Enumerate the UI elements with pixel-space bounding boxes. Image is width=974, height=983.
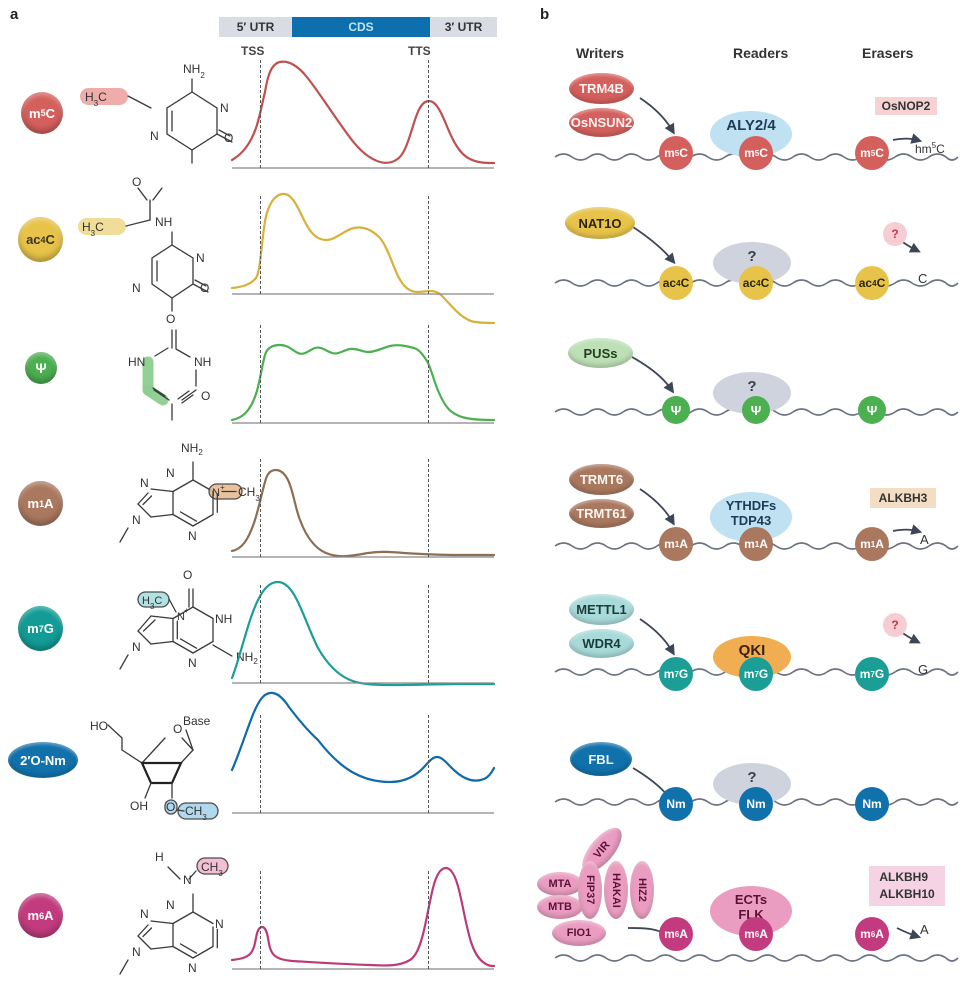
svg-text:N: N — [188, 961, 197, 975]
svg-text:O: O — [183, 568, 192, 582]
svg-text:NH: NH — [155, 215, 172, 229]
svg-text:NH2: NH2 — [183, 62, 205, 80]
svg-text:Base: Base — [183, 714, 211, 728]
svg-text:N: N — [140, 476, 149, 490]
svg-text:CH3: CH3 — [238, 485, 260, 503]
svg-text:HO: HO — [90, 719, 108, 733]
svg-text:O: O — [166, 800, 175, 814]
svg-text:O: O — [201, 389, 210, 403]
svg-text:N: N — [150, 129, 159, 143]
svg-text:O: O — [132, 175, 141, 189]
svg-text:HN: HN — [128, 355, 145, 369]
svg-text:N: N — [132, 281, 141, 295]
svg-text:NH: NH — [194, 355, 211, 369]
svg-text:NH2: NH2 — [181, 441, 203, 457]
svg-text:+: + — [220, 483, 225, 492]
svg-text:OH: OH — [130, 799, 148, 813]
svg-text:N: N — [196, 251, 205, 265]
svg-text:NH: NH — [215, 612, 232, 626]
svg-text:N: N — [188, 656, 197, 670]
svg-text:N: N — [183, 873, 192, 887]
svg-text:N: N — [132, 945, 141, 959]
svg-text:O: O — [166, 312, 175, 326]
svg-text:H: H — [155, 850, 164, 864]
svg-text:N: N — [132, 513, 141, 527]
svg-text:N: N — [132, 640, 141, 654]
svg-text:N: N — [166, 466, 175, 480]
svg-text:N: N — [220, 101, 229, 115]
svg-text:N: N — [188, 529, 197, 543]
svg-text:O: O — [173, 722, 182, 736]
svg-text:+: + — [184, 606, 189, 615]
svg-text:N: N — [140, 907, 149, 921]
svg-text:N: N — [166, 898, 175, 912]
svg-text:N: N — [215, 917, 224, 931]
